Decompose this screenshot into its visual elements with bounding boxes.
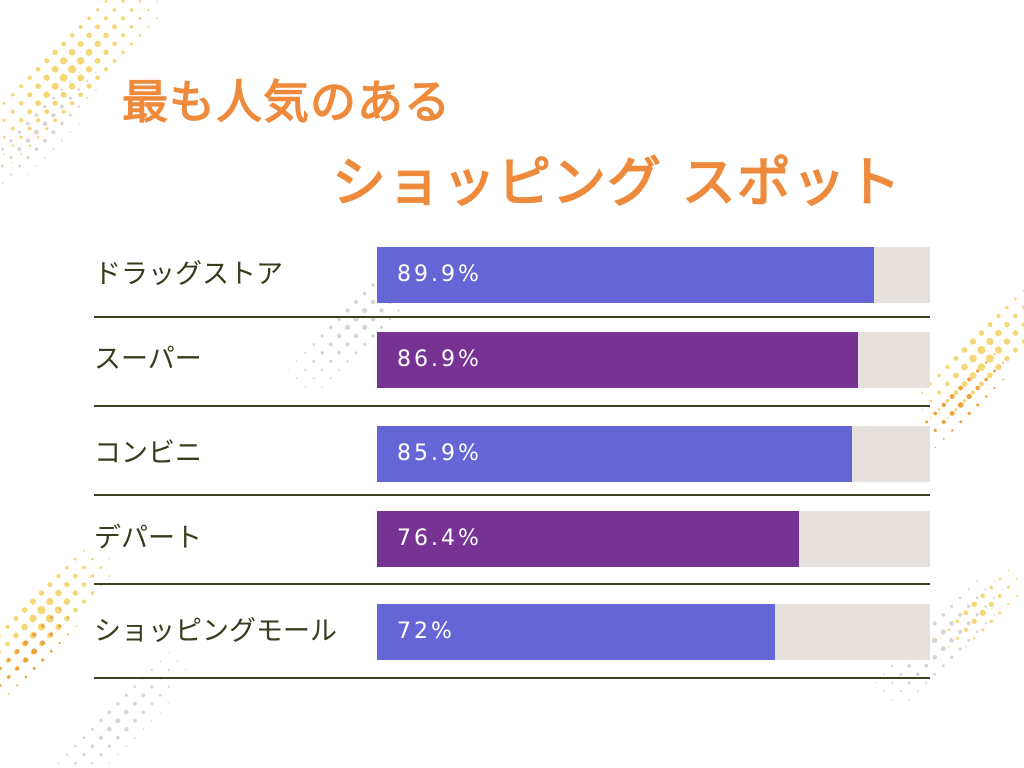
dot-cluster — [921, 289, 1024, 419]
row-divider — [94, 583, 930, 585]
bar — [377, 604, 776, 660]
dot-cluster — [0, 608, 78, 695]
bar-row: ショッピングモール 72% — [94, 604, 930, 660]
row-divider — [94, 405, 930, 407]
dot-cluster — [939, 569, 1018, 648]
bar — [377, 511, 800, 567]
row-divider — [94, 677, 930, 679]
category-label: コンビニ — [94, 438, 202, 469]
dot-cluster — [909, 353, 1005, 449]
bar-track: 72% — [377, 604, 930, 660]
bar-row: コンビニ 85.9% — [94, 426, 930, 482]
bar-row: スーパー 86.9% — [94, 332, 930, 388]
row-divider — [94, 494, 930, 496]
value-label: 72% — [397, 619, 455, 644]
bar-row: デパート 76.4% — [94, 511, 930, 567]
bar — [377, 426, 853, 482]
bar-row: ドラッグストア 89.9% — [94, 247, 930, 303]
bar-track: 86.9% — [377, 332, 930, 388]
bar-track: 76.4% — [377, 511, 930, 567]
category-label: デパート — [94, 523, 202, 554]
category-label: スーパー — [94, 344, 202, 375]
title-line-2: ショッピング スポット — [332, 151, 902, 214]
dot-cluster — [1, 71, 97, 184]
value-label: 85.9% — [397, 441, 482, 466]
value-label: 86.9% — [397, 347, 482, 372]
bar-track: 89.9% — [377, 247, 930, 303]
category-label: ショッピングモール — [94, 616, 337, 647]
category-label: ドラッグストア — [94, 259, 283, 290]
bar — [377, 332, 858, 388]
dot-cluster — [2, 0, 158, 164]
bar-track: 85.9% — [377, 426, 930, 482]
value-label: 76.4% — [397, 526, 482, 551]
row-divider — [94, 316, 930, 318]
value-label: 89.9% — [397, 262, 482, 287]
bar — [377, 247, 875, 303]
title-line-1: 最も人気のある — [122, 75, 451, 129]
